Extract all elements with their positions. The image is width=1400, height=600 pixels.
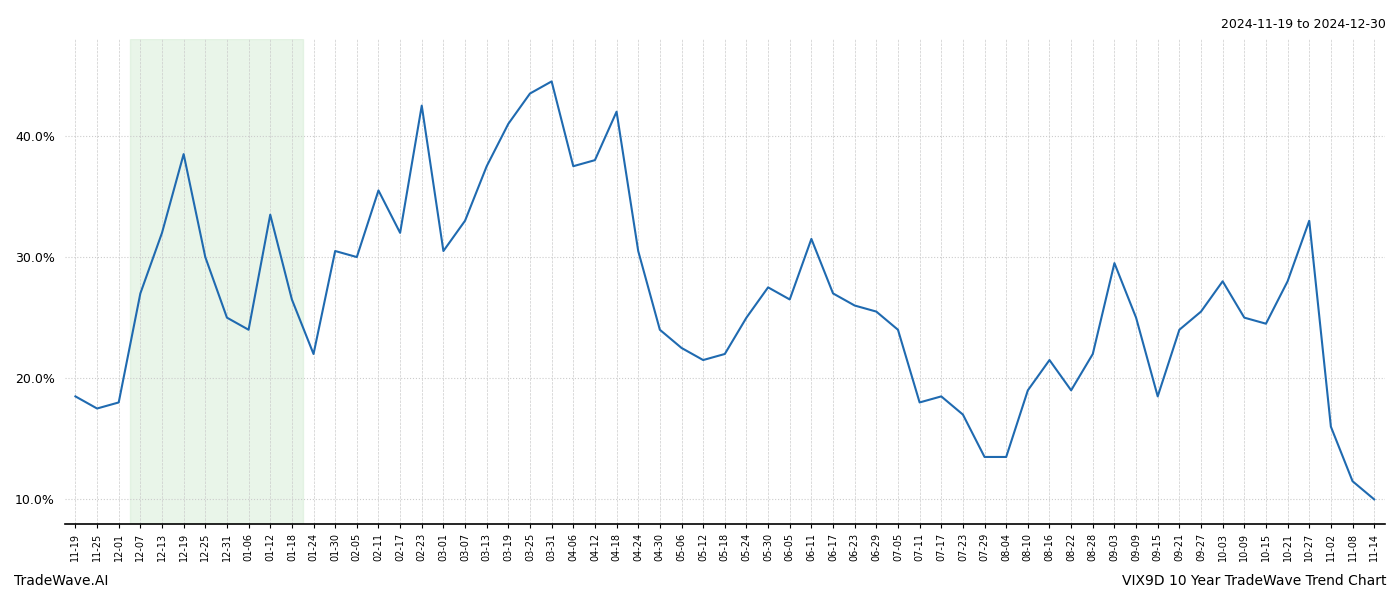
Bar [130,39,302,524]
Text: TradeWave.AI: TradeWave.AI [14,574,108,588]
Text: 2024-11-19 to 2024-12-30: 2024-11-19 to 2024-12-30 [1221,18,1386,31]
Text: VIX9D 10 Year TradeWave Trend Chart: VIX9D 10 Year TradeWave Trend Chart [1121,574,1386,588]
